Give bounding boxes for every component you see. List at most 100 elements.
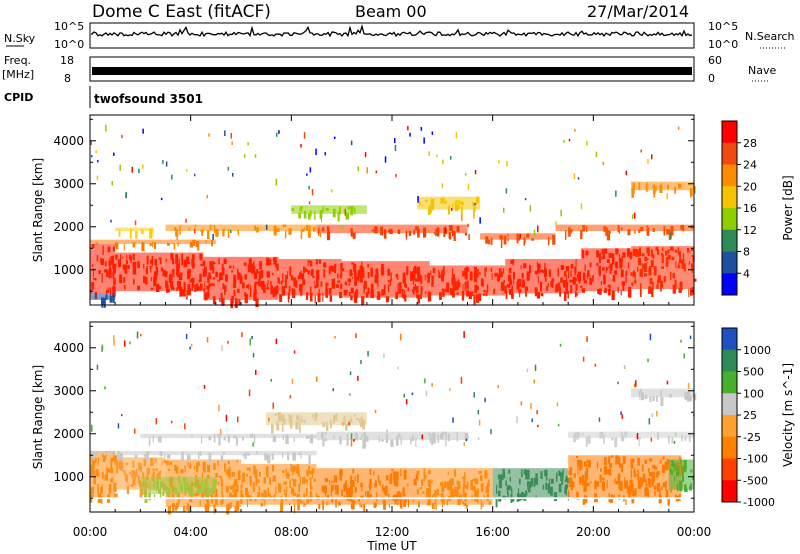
data-cell (654, 490, 656, 496)
data-cell (125, 260, 128, 264)
data-cell (306, 469, 309, 477)
data-cell (408, 230, 412, 236)
data-cell (300, 144, 302, 148)
data-cell (346, 485, 348, 493)
data-cell (397, 366, 399, 370)
data-cell (454, 202, 457, 206)
data-cell (639, 394, 641, 400)
data-cell (350, 228, 353, 237)
data-cell (155, 267, 158, 276)
data-cell (269, 493, 272, 498)
data-cell (487, 483, 489, 486)
data-cell (671, 256, 675, 261)
data-cell (630, 483, 634, 492)
data-cell (222, 452, 226, 455)
data-cell (95, 150, 97, 154)
data-cell (421, 479, 424, 486)
data-cell (693, 185, 696, 194)
data-cell (104, 386, 106, 390)
data-cell (588, 435, 591, 444)
data-cell (168, 289, 170, 293)
data-cell (276, 423, 280, 431)
data-cell (322, 206, 324, 213)
data-cell (523, 493, 527, 501)
data-cell (227, 461, 230, 465)
data-cell (189, 346, 191, 350)
data-cell (359, 502, 361, 508)
data-cell (255, 469, 258, 477)
data-cell (352, 468, 355, 474)
data-cell (174, 464, 177, 472)
data-cell (367, 493, 371, 496)
data-cell (517, 279, 520, 283)
data-cell (535, 473, 538, 479)
data-cell (608, 252, 612, 259)
data-cell (683, 462, 685, 473)
data-cell (659, 488, 661, 498)
data-cell (561, 477, 563, 485)
data-cell (153, 271, 158, 282)
data-cell (657, 279, 659, 289)
data-cell (175, 229, 179, 237)
data-cell (452, 417, 454, 423)
data-cell (586, 482, 590, 487)
colorbar-tick-label: 500 (743, 366, 764, 379)
data-cell (207, 504, 210, 512)
data-cell (405, 499, 407, 503)
data-band-fill (90, 293, 116, 300)
data-cell (465, 503, 468, 509)
data-cell (220, 455, 224, 463)
data-cell (565, 282, 569, 291)
data-cell (375, 170, 378, 174)
data-cell (215, 488, 218, 498)
data-cell (502, 468, 505, 479)
data-cell (140, 334, 142, 337)
data-cell (137, 261, 140, 269)
data-cell (221, 264, 224, 269)
data-cell (167, 506, 171, 515)
data-cell (466, 280, 469, 289)
data-band (568, 455, 684, 506)
data-cell (668, 436, 670, 444)
data-cell (614, 478, 616, 485)
data-cell (236, 437, 238, 446)
data-cell (574, 129, 576, 132)
data-cell (464, 232, 468, 236)
data-cell (289, 415, 293, 420)
data-cell (272, 435, 277, 442)
data-cell (387, 284, 390, 293)
data-cell (105, 295, 108, 300)
data-cell (417, 477, 419, 481)
data-cell (124, 471, 126, 475)
data-cell (132, 460, 135, 468)
data-cell (628, 289, 632, 298)
data-cell (381, 263, 384, 273)
data-cell (431, 438, 434, 446)
data-cell (540, 293, 544, 297)
data-cell (261, 281, 265, 290)
data-cell (366, 167, 368, 174)
data-cell (222, 495, 224, 504)
data-cell (460, 376, 463, 384)
data-cell (253, 465, 256, 475)
data-cell (575, 456, 579, 459)
data-cell (153, 276, 157, 287)
nsky-right-tick-hi: 10^5 (708, 20, 738, 33)
data-cell (291, 487, 294, 495)
data-cell (681, 263, 685, 269)
data-cell (414, 278, 418, 282)
data-cell (516, 233, 519, 244)
data-cell (332, 265, 336, 272)
data-cell (498, 479, 502, 489)
data-cell (287, 451, 289, 457)
data-cell (285, 434, 289, 444)
data-cell (574, 278, 578, 281)
data-cell (185, 334, 188, 340)
data-cell (255, 476, 258, 486)
data-cell (96, 364, 99, 370)
data-cell (602, 267, 605, 271)
data-cell (608, 266, 610, 269)
data-cell (550, 478, 554, 484)
data-cell (259, 471, 261, 477)
data-cell (318, 288, 320, 298)
